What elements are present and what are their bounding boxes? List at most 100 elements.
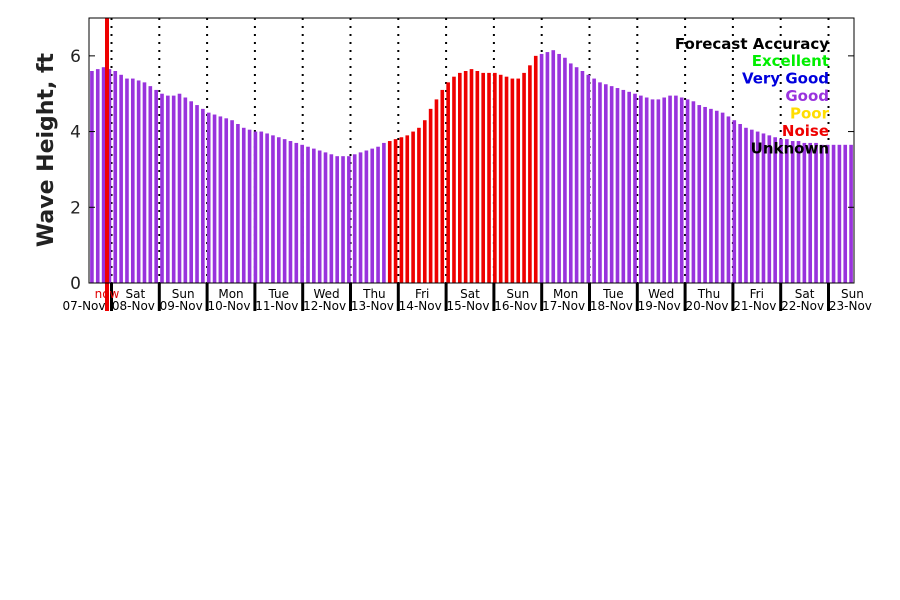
y-tick-label: 6 bbox=[70, 47, 81, 67]
date-label: 15-Nov bbox=[446, 299, 489, 313]
date-label: 19-Nov bbox=[638, 299, 681, 313]
wave-bar bbox=[241, 127, 246, 283]
wave-bar bbox=[230, 120, 234, 284]
wave-bar bbox=[160, 93, 164, 284]
wave-bar bbox=[662, 97, 667, 283]
wave-bar bbox=[90, 71, 94, 283]
wave-bar bbox=[148, 86, 153, 283]
day-label: Sat bbox=[126, 287, 146, 301]
wave-bar bbox=[843, 144, 848, 283]
wave-bar bbox=[440, 89, 445, 284]
wave-bar bbox=[674, 95, 678, 283]
wave-bar bbox=[282, 139, 287, 283]
wave-bar bbox=[849, 144, 853, 283]
bars bbox=[90, 50, 853, 284]
wave-bar bbox=[592, 78, 596, 283]
y-tick-label: 2 bbox=[70, 198, 81, 218]
wave-bar bbox=[621, 89, 626, 284]
wave-bar bbox=[411, 131, 415, 283]
wave-bar bbox=[522, 72, 526, 283]
wave-bar bbox=[364, 150, 369, 283]
wave-bar bbox=[574, 67, 579, 284]
wave-bar bbox=[218, 116, 223, 284]
date-label: 20-Nov bbox=[685, 299, 728, 313]
wave-bar bbox=[376, 146, 380, 283]
day-label: Mon bbox=[218, 287, 243, 301]
wave-bar bbox=[125, 78, 129, 283]
wave-bar bbox=[609, 86, 614, 283]
wave-bar bbox=[323, 152, 328, 283]
wave-bar bbox=[510, 78, 515, 283]
wave-bar bbox=[808, 142, 813, 283]
wave-bar bbox=[697, 105, 702, 283]
wave-bar bbox=[288, 141, 293, 283]
wave-bar bbox=[101, 67, 106, 284]
wave-bar bbox=[668, 95, 672, 283]
wave-bar bbox=[679, 97, 684, 283]
wave-bar bbox=[107, 69, 112, 283]
wave-bar bbox=[422, 120, 427, 284]
date-label: 22-Nov bbox=[781, 299, 824, 313]
wave-bar bbox=[458, 72, 462, 283]
wave-bar bbox=[452, 76, 456, 284]
date-label: 14-Nov bbox=[399, 299, 442, 313]
wave-bar bbox=[837, 144, 842, 283]
wave-bar bbox=[498, 74, 503, 283]
legend-item: Very Good bbox=[742, 70, 829, 88]
wave-bar bbox=[358, 152, 363, 283]
day-label: Wed bbox=[314, 287, 340, 301]
wave-bar bbox=[446, 82, 450, 283]
wave-bar bbox=[785, 139, 789, 283]
legend-item: Unknown bbox=[751, 140, 829, 158]
date-label: 11-Nov bbox=[255, 299, 298, 313]
day-label: Sat bbox=[795, 287, 815, 301]
date-label: 18-Nov bbox=[590, 299, 633, 313]
day-label: Fri bbox=[750, 287, 764, 301]
wave-bar bbox=[329, 154, 334, 283]
wave-bar bbox=[481, 72, 485, 283]
wave-bar bbox=[405, 135, 410, 283]
day-label: Wed bbox=[648, 287, 674, 301]
wave-bar bbox=[551, 50, 556, 284]
y-tick-label: 0 bbox=[70, 274, 81, 294]
legend-item: Noise bbox=[782, 122, 829, 140]
wave-bar bbox=[434, 99, 439, 283]
wave-bar bbox=[142, 82, 147, 283]
legend-item: Poor bbox=[790, 105, 830, 123]
wave-bar bbox=[201, 108, 205, 283]
wave-bar bbox=[370, 148, 375, 283]
y-axis-label: Wave Height, ft bbox=[34, 52, 59, 247]
day-label: Sun bbox=[506, 287, 529, 301]
date-label: 21-Nov bbox=[733, 299, 776, 313]
day-label: Sun bbox=[841, 287, 864, 301]
date-label: 23-Nov bbox=[829, 299, 872, 313]
wave-bar bbox=[259, 131, 264, 283]
wave-bar bbox=[831, 144, 836, 283]
wave-bar bbox=[615, 88, 620, 283]
wave-bar bbox=[276, 137, 281, 283]
wave-bar bbox=[528, 65, 532, 283]
wave-bar bbox=[393, 139, 398, 283]
date-label: 10-Nov bbox=[207, 299, 250, 313]
wave-bar bbox=[790, 141, 795, 283]
wave-bar bbox=[399, 137, 404, 283]
wave-bar bbox=[563, 57, 567, 283]
axis-labels: Wave Height, ft 024607-NovSat08-NovSun09… bbox=[34, 47, 872, 313]
wave-bar bbox=[487, 72, 491, 283]
wave-bar bbox=[726, 116, 731, 284]
wave-bar bbox=[382, 142, 386, 283]
wave-bar bbox=[341, 156, 345, 283]
wave-bar bbox=[113, 71, 118, 283]
wave-bar bbox=[294, 142, 299, 283]
day-label: Tue bbox=[268, 287, 290, 301]
wave-bar bbox=[335, 156, 339, 283]
wave-bar bbox=[312, 148, 316, 283]
wave-bar bbox=[761, 133, 766, 283]
wave-bar bbox=[796, 141, 801, 283]
wave-bar bbox=[767, 135, 772, 283]
wave-bar bbox=[814, 142, 818, 283]
wave-bar bbox=[154, 89, 158, 284]
date-label: 12-Nov bbox=[303, 299, 346, 313]
wave-bar bbox=[119, 74, 123, 283]
wave-bar bbox=[738, 124, 742, 283]
